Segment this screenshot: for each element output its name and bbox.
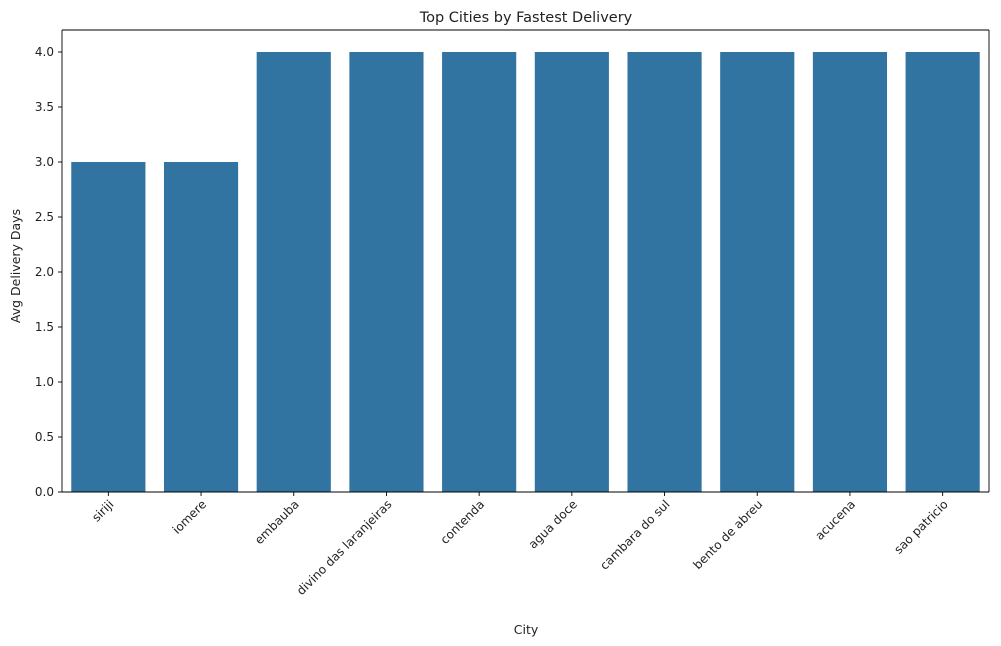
y-tick-label-6: 3.0	[35, 155, 54, 169]
x-tick-label-9: sao patricio	[891, 497, 950, 556]
bar-1	[163, 162, 239, 492]
bar-3	[349, 52, 424, 492]
bar-5	[534, 52, 609, 492]
bar-4	[442, 52, 517, 492]
chart-title: Top Cities by Fastest Delivery	[419, 10, 633, 26]
y-tick-label-2: 1.0	[35, 375, 54, 389]
bar-2	[256, 52, 331, 492]
y-tick-label-7: 3.5	[35, 100, 54, 114]
y-axis-title: Avg Delivery Days	[8, 209, 23, 323]
x-tick-label-2: embauba	[252, 497, 302, 547]
x-tick-label-4: contenda	[438, 497, 488, 547]
y-tick-label-1: 0.5	[35, 430, 54, 444]
bar-8	[812, 52, 888, 492]
x-axis-title: City	[514, 622, 539, 637]
plot-area: 0.0 0.5 1.0 1.5 2.0 2.5 3.0 3.5 4.0 siriji iomere e…	[35, 29, 990, 598]
y-tick-label-8: 4.0	[35, 45, 54, 59]
bar-7	[720, 52, 795, 492]
x-tick-label-3: divino das laranjeiras	[294, 497, 395, 598]
bar-0	[71, 162, 146, 492]
x-tick-label-6: cambara do sul	[597, 497, 672, 572]
y-tick-label-3: 1.5	[35, 320, 54, 334]
bar-9	[905, 52, 980, 492]
x-tick-label-1: iomere	[170, 497, 209, 536]
x-tick-label-5: agua doce	[526, 497, 580, 551]
y-tick-label-0: 0.0	[35, 485, 54, 499]
y-tick-label-4: 2.0	[35, 265, 54, 279]
x-tick-label-8: acucena	[812, 497, 858, 543]
x-tick-label-0: siriji	[89, 497, 116, 524]
x-tick-label-7: bento de abreu	[690, 497, 765, 572]
bar-6	[627, 52, 702, 492]
y-tick-label-5: 2.5	[35, 210, 54, 224]
